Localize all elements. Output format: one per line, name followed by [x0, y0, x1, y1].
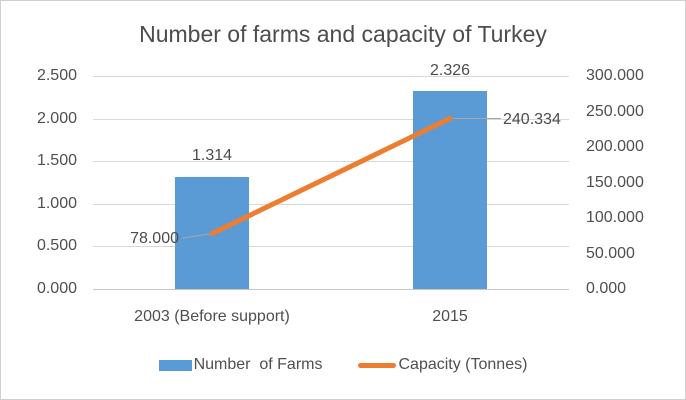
left-axis-tick: 1.500	[36, 152, 77, 169]
left-axis-tick: 2.500	[36, 67, 77, 84]
legend-item-capacity[interactable]: Capacity (Tonnes)	[358, 356, 527, 374]
right-axis-tick: 0.000	[586, 280, 627, 297]
data-label-capacity-2003: 78.000	[130, 230, 179, 247]
right-axis-tick: 100.000	[586, 209, 644, 226]
gridline	[93, 246, 569, 248]
right-axis-tick: 150.000	[586, 173, 644, 191]
right-axis-tick: 300.000	[586, 67, 644, 84]
left-axis-tick: 0.500	[36, 237, 77, 254]
gridline	[93, 161, 569, 163]
right-axis-tick: 250.000	[586, 102, 644, 120]
left-axis-tick: 2.000	[36, 110, 77, 127]
data-label-farms-2015: 2.326	[429, 62, 471, 79]
bar-number-of-farms-2015[interactable]	[413, 90, 487, 289]
chart-title[interactable]: Number of farms and capacity of Turkey	[139, 21, 547, 47]
legend-label-capacity: Capacity (Tonnes)	[398, 356, 528, 373]
left-axis-tick: 0.000	[36, 280, 77, 297]
gridline	[93, 76, 569, 77]
legend-item-number-of-farms[interactable]: Number of Farms	[158, 356, 323, 374]
line-series-swatch	[358, 362, 397, 368]
bar-series-swatch	[158, 359, 192, 371]
right-axis-tick: 200.000	[586, 138, 644, 155]
right-axis-tick: 50.000	[586, 244, 635, 262]
data-label-farms-2003: 1.314	[191, 147, 233, 164]
left-axis-tick: 1.000	[36, 195, 77, 212]
legend: Number of Farms Capacity (Tonnes)	[1, 354, 685, 376]
data-label-capacity-2015: 240.334	[503, 111, 561, 128]
gridline	[93, 118, 569, 120]
x-axis-label-2015: 2015	[432, 308, 468, 325]
gridline	[93, 203, 569, 205]
x-axis-line	[93, 289, 569, 290]
legend-label-number-of-farms: Number of Farms	[193, 356, 323, 373]
x-axis-label-2003: 2003 (Before support)	[134, 308, 290, 325]
bar-number-of-farms-2003[interactable]	[175, 177, 249, 289]
